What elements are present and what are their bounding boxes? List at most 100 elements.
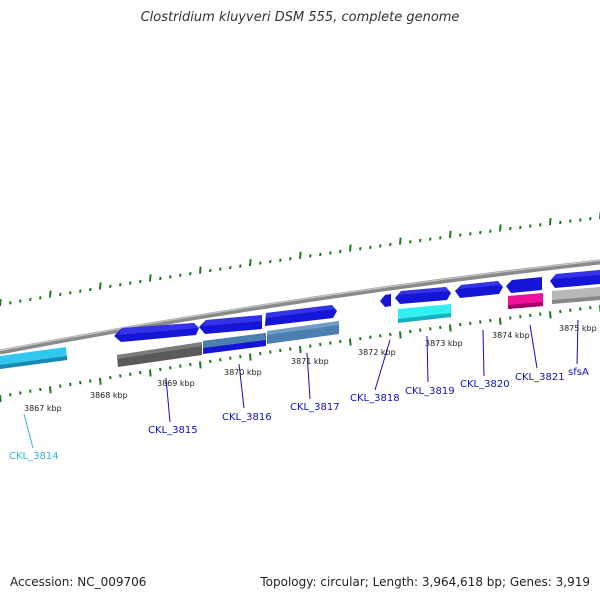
minor-tick [229,356,232,360]
gene-CKL_3815-feature[interactable] [117,342,202,367]
gene-CKL_3818-plus[interactable] [380,294,391,307]
gene-CKL_3817-plus[interactable] [265,305,337,326]
major-tick [99,282,102,290]
major-tick [499,317,502,325]
minor-tick [379,244,382,248]
minor-tick [179,364,182,368]
minor-tick [469,321,472,325]
minor-tick [119,283,122,287]
minor-tick [509,226,512,231]
gene-label-sfsA[interactable]: sfsA [568,367,589,378]
genome-backbone [0,259,600,355]
major-tick [299,251,302,259]
tick-label: 3869 kbp [157,379,195,388]
gene-CKL_3819-plus[interactable] [395,287,451,304]
minor-tick [469,232,472,236]
major-tick [549,311,552,319]
major-tick [499,224,502,232]
minor-tick [319,342,322,347]
minor-tick [9,301,12,305]
minor-tick [39,296,42,300]
major-tick [449,324,452,332]
minor-tick [279,258,282,262]
gene-CKL_3814-feature[interactable] [0,347,67,369]
minor-tick [329,251,332,255]
minor-tick [229,265,232,270]
tick-label: 3868 kbp [90,391,128,400]
tick-label: 3870 kbp [224,368,262,377]
minor-tick [409,329,412,334]
gene-sfsA-plus[interactable] [550,270,600,288]
gene-label-CKL_3821[interactable]: CKL_3821 [515,372,565,383]
minor-tick [359,337,362,341]
major-tick [399,331,402,339]
minor-tick [479,320,482,324]
gene-label-CKL_3819[interactable]: CKL_3819 [405,386,455,397]
gene-label-CKL_3817[interactable]: CKL_3817 [290,402,340,413]
gene-label-CKL_3814[interactable]: CKL_3814 [9,451,59,462]
minor-tick [269,259,272,264]
minor-tick [129,281,132,285]
minor-tick [219,267,222,271]
minor-tick [129,372,132,376]
major-tick [0,394,2,403]
accession-text: Accession: NC_009706 [10,575,147,589]
minor-tick [529,313,532,318]
minor-tick [359,247,362,251]
gene-label-CKL_3820[interactable]: CKL_3820 [460,379,510,390]
minor-tick [309,254,312,258]
major-tick [199,266,202,274]
gene-CKL_3815-plus[interactable] [114,323,199,342]
minor-tick [539,312,542,316]
minor-tick [89,287,92,292]
minor-tick [369,245,372,249]
minor-tick [179,273,182,277]
minor-tick [389,332,392,337]
minor-tick [69,382,72,387]
major-tick [349,244,352,252]
minor-tick [269,350,272,354]
major-tick [549,218,552,226]
minor-tick [369,335,372,339]
minor-tick [79,289,82,293]
major-tick [49,290,52,298]
minor-tick [319,252,322,257]
gene-CKL_3819-feature[interactable] [398,304,451,323]
minor-tick [59,292,62,297]
minor-tick [109,375,112,380]
tick-label: 3867 kbp [24,404,62,413]
minor-tick [589,217,592,221]
gene-label-CKL_3815[interactable]: CKL_3815 [148,425,198,436]
minor-tick [159,367,162,372]
gene-CKL_3820-plus[interactable] [455,281,503,298]
minor-tick [559,220,562,225]
gene-sfsA-feature[interactable] [552,287,600,304]
gene-CKL_3821-plus[interactable] [506,277,542,293]
minor-tick [529,224,532,228]
gene-label-CKL_3816[interactable]: CKL_3816 [222,412,272,423]
inner-tick-ring [0,305,600,403]
major-tick [449,230,452,238]
gene-CKL_3821-feature[interactable] [508,293,543,309]
gene-label-CKL_3818[interactable]: CKL_3818 [350,393,400,404]
minor-tick [419,328,422,332]
major-tick [249,353,252,361]
minor-tick [329,341,332,345]
gene-labels: CKL_3814 CKL_3815 CKL_3816 CKL_3817 CKL_… [9,367,589,462]
gene-CKL_3817-feature[interactable] [267,321,339,344]
minor-tick [279,348,282,353]
tick-label: 3872 kbp [358,348,396,357]
gene-CKL_3816-plus[interactable] [199,315,262,334]
major-tick [249,259,252,267]
minor-tick [489,229,492,233]
major-tick [99,377,102,385]
gene-CKL_3816-feature[interactable] [203,333,266,354]
minor-tick [19,391,22,395]
tick-label: 3875 kbp [559,324,597,333]
minor-tick [309,344,312,348]
major-tick [349,338,352,346]
major-tick [299,345,302,354]
minor-tick [109,284,112,288]
minor-tick [209,268,212,273]
